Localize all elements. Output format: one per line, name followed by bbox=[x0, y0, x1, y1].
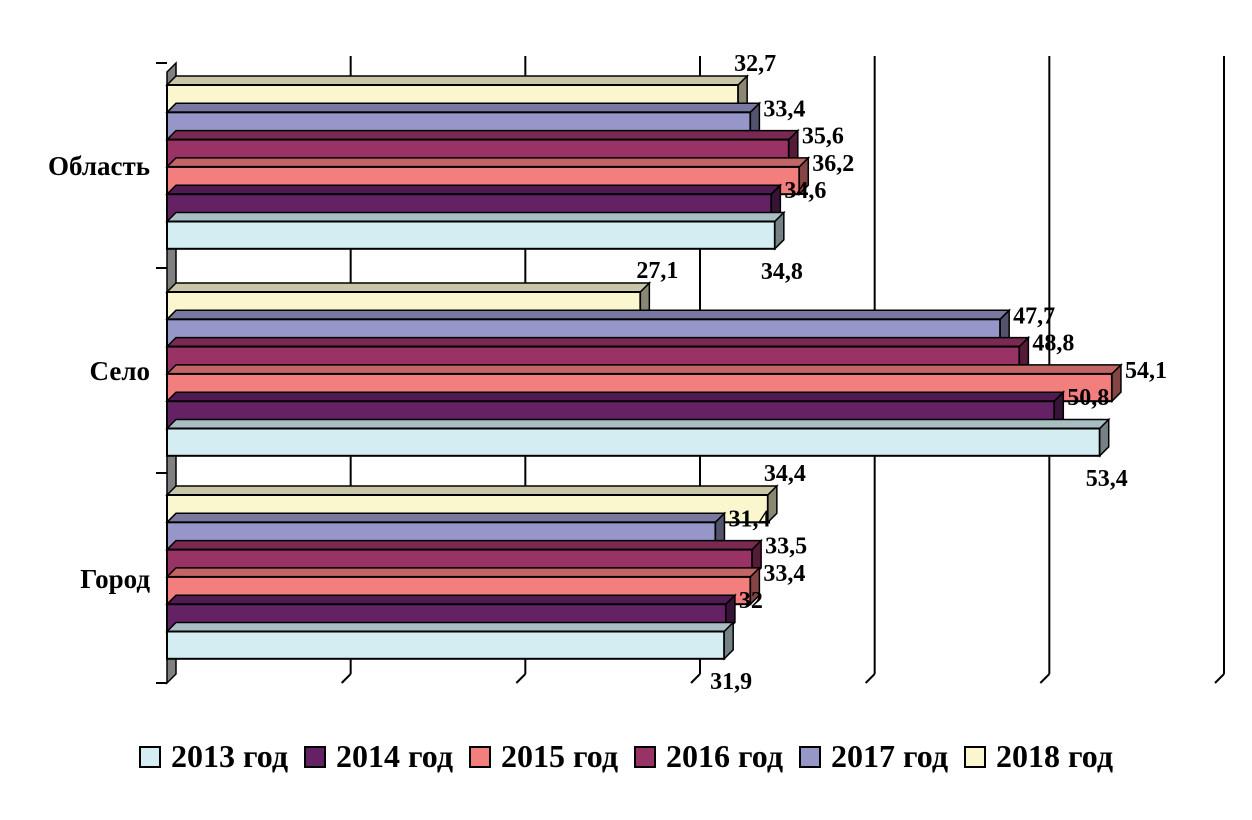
bar-side-face bbox=[798, 156, 810, 197]
bar-chart: 32,733,435,636,234,634,827,147,748,854,1… bbox=[48, 51, 1225, 695]
bar-side-face bbox=[774, 210, 785, 251]
data-label: 32,7 bbox=[734, 51, 776, 77]
bar-top-face bbox=[165, 594, 737, 605]
data-label: 31,9 bbox=[710, 669, 752, 695]
legend-label: 2016 год bbox=[666, 738, 783, 774]
data-label: 54,1 bbox=[1125, 358, 1167, 384]
data-labels: 32,733,435,636,234,634,827,147,748,854,1… bbox=[636, 51, 1167, 695]
legend-item: 2015 год bbox=[469, 738, 618, 775]
data-label: 34,6 bbox=[784, 178, 826, 204]
legend-item: 2014 год bbox=[304, 738, 453, 775]
legend-swatch bbox=[469, 745, 491, 768]
bar-top-face bbox=[165, 309, 1011, 321]
bar-top-face bbox=[165, 75, 749, 86]
legend-swatch bbox=[799, 745, 821, 768]
x-tick bbox=[340, 673, 352, 684]
bar-top-face bbox=[165, 184, 783, 195]
bar-top-face bbox=[165, 336, 1031, 348]
legend-item: 2016 год bbox=[634, 738, 783, 775]
category-label: Область bbox=[48, 151, 150, 181]
data-label: 33,5 bbox=[765, 534, 807, 560]
data-label: 27,1 bbox=[636, 258, 678, 284]
bar-top-face bbox=[165, 567, 762, 578]
data-label: 50,8 bbox=[1067, 385, 1109, 411]
category-label: Город bbox=[80, 564, 150, 594]
x-tick bbox=[1214, 673, 1225, 684]
legend-swatch bbox=[964, 745, 986, 768]
bar-top-face bbox=[165, 157, 811, 168]
data-label: 48,8 bbox=[1032, 331, 1074, 357]
data-label: 36,2 bbox=[812, 151, 854, 177]
category-labels: Область Село Город bbox=[48, 151, 150, 594]
x-tick bbox=[515, 673, 527, 684]
legend-swatch bbox=[139, 745, 161, 768]
data-label: 34,4 bbox=[764, 461, 806, 487]
bar-side-face bbox=[767, 484, 778, 525]
bar-top-face bbox=[165, 282, 652, 293]
legend-label: 2015 год bbox=[501, 738, 618, 774]
bar-top-face bbox=[165, 102, 762, 114]
data-label: 34,8 bbox=[761, 259, 803, 285]
legend: 2013 год 2014 год 2015 год 2016 год 2017 год… bbox=[0, 738, 1252, 775]
bar-top-face bbox=[165, 418, 1111, 430]
legend-label: 2013 год bbox=[171, 738, 288, 774]
legend-item: 2013 год bbox=[139, 738, 288, 775]
data-label: 33,4 bbox=[763, 561, 805, 587]
data-label: 33,4 bbox=[763, 96, 805, 122]
bar-side-face bbox=[1098, 417, 1110, 458]
bar-top-face bbox=[165, 364, 1123, 375]
legend-item: 2017 год bbox=[799, 738, 948, 775]
bar-top-face bbox=[165, 512, 727, 524]
data-label: 31,4 bbox=[728, 506, 770, 532]
data-label: 53,4 bbox=[1086, 466, 1128, 492]
legend-label: 2014 год bbox=[336, 738, 453, 774]
data-label: 35,6 bbox=[802, 124, 844, 150]
bar-top-face bbox=[165, 539, 763, 551]
bar bbox=[166, 427, 1101, 457]
bar bbox=[166, 630, 726, 660]
bar-top-face bbox=[165, 485, 779, 496]
bar bbox=[166, 220, 776, 250]
category-label: Село bbox=[90, 356, 150, 386]
bars bbox=[165, 74, 1123, 661]
bar-side-face bbox=[723, 620, 734, 661]
data-label: 47,7 bbox=[1013, 303, 1055, 329]
legend-item: 2018 год bbox=[964, 738, 1113, 775]
legend-label: 2017 год bbox=[831, 738, 948, 774]
x-tick bbox=[864, 673, 876, 684]
bar-top-face bbox=[165, 129, 800, 141]
bar-top-face bbox=[165, 211, 786, 223]
x-tick bbox=[1039, 673, 1051, 684]
bar-side-face bbox=[1111, 363, 1122, 404]
legend-label: 2018 год bbox=[996, 738, 1113, 774]
bar-top-face bbox=[165, 621, 735, 633]
legend-swatch bbox=[304, 745, 326, 768]
bar-top-face bbox=[165, 391, 1066, 402]
data-label: 32 bbox=[739, 588, 763, 614]
x-tick bbox=[690, 673, 701, 684]
bar-side-face bbox=[749, 566, 761, 607]
legend-swatch bbox=[634, 745, 656, 768]
